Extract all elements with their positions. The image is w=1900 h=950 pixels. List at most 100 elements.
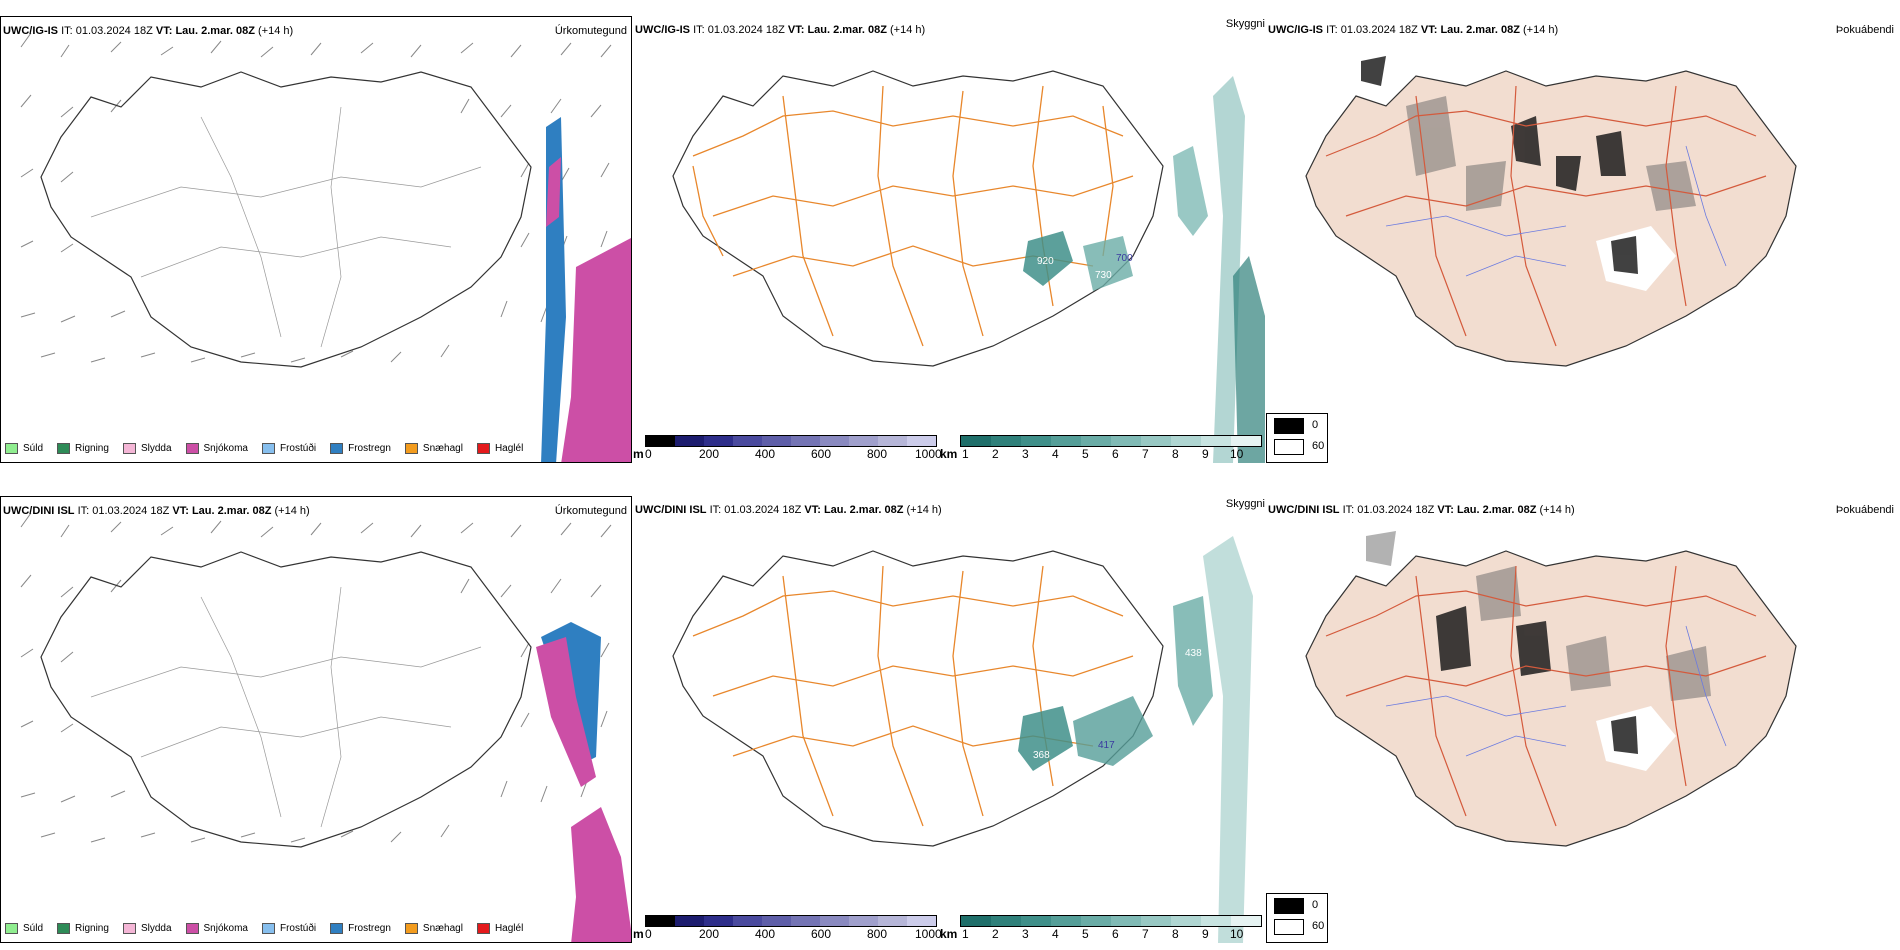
- vis-km-ticks-row2: km 1 2 3 4 5 6 7 8 9 10: [940, 927, 1270, 943]
- legend-item: Snjókoma: [185, 443, 248, 454]
- legend-item: Súld: [5, 443, 43, 454]
- legend-swatch: [57, 923, 71, 934]
- legend-label: Snæhagl: [422, 923, 463, 934]
- tick-label: 6: [1112, 927, 1119, 941]
- colorbar-unit: m: [633, 447, 644, 461]
- vis-map-row1: 920 730 700: [672, 70, 1265, 463]
- vis-km-ticks-row1: km 1 2 3 4 5 6 7 8 9 10: [940, 447, 1270, 463]
- colorbar-cell: [646, 436, 675, 446]
- legend-swatch: [5, 443, 18, 454]
- vis-label: 438: [1185, 648, 1202, 659]
- it-label: IT:: [1342, 504, 1355, 516]
- legend-swatch: [261, 923, 275, 934]
- lead-time: (+14 h): [1523, 24, 1559, 36]
- colorbar-cell: [675, 436, 704, 446]
- colorbar-cell: [849, 916, 878, 926]
- colorbar-cell: [646, 916, 675, 926]
- tick-label: 400: [755, 927, 776, 941]
- panel-title-ptype-row2: Úrkomutegund: [554, 505, 627, 517]
- fog-label-0: 0: [1312, 899, 1319, 911]
- fog-swatch-light: [1274, 919, 1304, 935]
- vt-value: Lau. 2.mar. 08Z: [1440, 24, 1520, 36]
- colorbar-cell: [791, 916, 820, 926]
- vis-label: 31: [1143, 633, 1155, 644]
- it-value: 01.03.2024 18Z: [724, 504, 802, 516]
- legend-item: Snjókoma: [185, 923, 248, 934]
- legend-label: Frostregn: [348, 443, 391, 454]
- colorbar-cell: [1141, 436, 1171, 446]
- tick-label: 3: [1022, 927, 1029, 941]
- panel-title-vis-row1: Skyggni: [1225, 18, 1265, 30]
- vis-m-ticks-row2: m 0 200 400 600 800 1000: [633, 927, 953, 943]
- vis-m-ticks-row1: m 0 200 400 600 800 1000: [633, 447, 953, 463]
- legend-label: Rigning: [75, 443, 109, 454]
- tick-label: 8: [1172, 447, 1179, 461]
- colorbar-cell: [791, 436, 820, 446]
- legend-item: Slydda: [122, 443, 172, 454]
- legend-swatch: [185, 923, 199, 934]
- vt-label: VT:: [155, 25, 173, 37]
- colorbar-cell: [1141, 916, 1171, 926]
- vt-label: VT:: [172, 505, 189, 517]
- ptype-legend-row1: Súld Rigning Slydda Snjókoma Frostúði Fr…: [5, 443, 523, 454]
- legend-swatch: [476, 443, 490, 454]
- ptype-map-row1: [20, 32, 631, 462]
- vt-value: Lau. 2.mar. 08Z: [823, 504, 904, 516]
- legend-label: Súld: [23, 443, 44, 454]
- legend-swatch: [261, 443, 275, 454]
- tick-label: 1000: [915, 927, 942, 941]
- tick-label: 5: [1082, 927, 1089, 941]
- legend-label: Frostregn: [348, 923, 391, 934]
- colorbar-cell: [1081, 436, 1111, 446]
- fog-legend-row2: 0 60: [1274, 898, 1324, 938]
- legend-item: Rigning: [57, 923, 109, 934]
- model-name: UWC/IG-IS: [635, 24, 690, 36]
- legend-swatch: [57, 443, 71, 454]
- ptype-panel-row2: UWC/DINI ISL IT: 01.03.2024 18Z VT: Lau.…: [0, 496, 632, 943]
- tick-label: 600: [811, 447, 832, 461]
- legend-swatch: [404, 923, 418, 934]
- tick-label: 7: [1142, 447, 1149, 461]
- model-name: UWC/IG-IS: [1268, 24, 1323, 36]
- vt-label: VT:: [804, 504, 821, 516]
- header-row1-fog: UWC/IG-IS IT: 01.03.2024 18Z VT: Lau. 2.…: [1268, 24, 1558, 36]
- tick-label: 400: [755, 447, 776, 461]
- tick-label: 1000: [915, 447, 942, 461]
- colorbar-cell: [820, 916, 849, 926]
- fog-legend-row1: 0 60: [1274, 418, 1324, 458]
- fog-map-row2: [1305, 531, 1797, 847]
- tick-label: 5: [1082, 447, 1089, 461]
- lead-time: (+14 h): [274, 505, 310, 517]
- fog-swatch-light: [1274, 439, 1304, 455]
- tick-label: 2: [992, 447, 999, 461]
- vis-m-colorbar-row1: [645, 435, 937, 447]
- ptype-panel-row1: UWC/IG-IS IT: 01.03.2024 18Z VT: Lau. 2.…: [0, 16, 632, 463]
- colorbar-cell: [961, 436, 991, 446]
- fog-swatch-dark: [1274, 898, 1304, 914]
- vis-km-colorbar-row2: [960, 915, 1262, 927]
- colorbar-cell: [1231, 436, 1261, 446]
- panel-title-ptype-row1: Úrkomutegund: [554, 25, 627, 37]
- colorbar-cell: [1171, 436, 1201, 446]
- it-value: 01.03.2024 18Z: [92, 505, 170, 517]
- lead-time: (+14 h): [890, 24, 926, 36]
- panel-title-fog-row1: Þokuábendi: [1835, 24, 1894, 36]
- colorbar-cell: [733, 436, 762, 446]
- model-name: UWC/DINI ISL: [1268, 504, 1340, 516]
- header-row1-vis: UWC/IG-IS IT: 01.03.2024 18Z VT: Lau. 2.…: [635, 24, 925, 36]
- vis-panel-row2: 368 417 438 31 UWC/DINI ISL IT: 01.03.20…: [633, 496, 1265, 943]
- panel-title-fog-row2: Þokuábendi: [1835, 504, 1894, 516]
- colorbar-cell: [1111, 916, 1141, 926]
- colorbar-cell: [762, 436, 791, 446]
- tick-label: 1: [962, 927, 969, 941]
- fog-label-60: 60: [1312, 440, 1325, 452]
- it-label: IT:: [709, 504, 722, 516]
- tick-label: 4: [1052, 447, 1059, 461]
- colorbar-cell: [1051, 916, 1081, 926]
- colorbar-cell: [1231, 916, 1261, 926]
- it-value: 01.03.2024 18Z: [1340, 24, 1418, 36]
- colorbar-cell: [961, 916, 991, 926]
- colorbar-cell: [878, 436, 907, 446]
- legend-swatch: [476, 923, 490, 934]
- it-value: 01.03.2024 18Z: [75, 25, 153, 37]
